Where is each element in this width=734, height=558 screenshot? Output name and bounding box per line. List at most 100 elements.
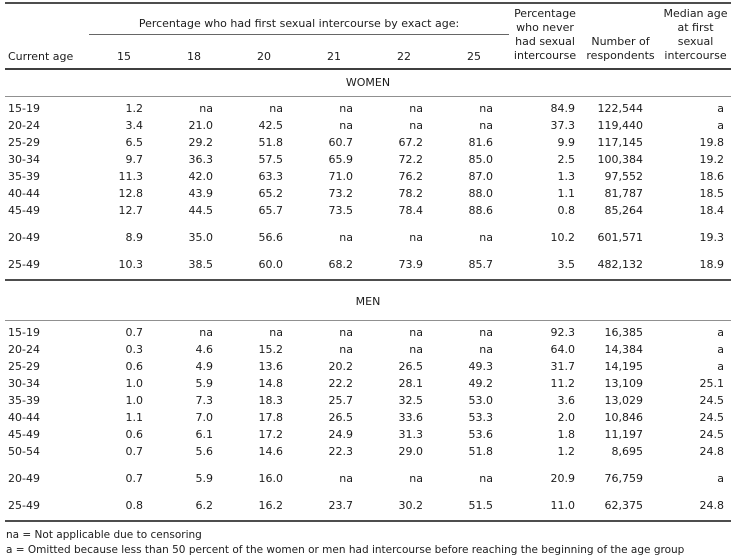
median-age-cell: 24.8 bbox=[660, 497, 732, 522]
respondents-cell: 85,264 bbox=[604, 203, 644, 217]
pct-never-cell: 64.0 bbox=[550, 342, 576, 356]
pct-by-age-21-cell: na bbox=[339, 101, 353, 115]
pct-by-age-25-cell: 49.3 bbox=[468, 359, 494, 373]
current-age-cell: 20-24 bbox=[8, 342, 40, 356]
pct-by-age-22-cell: 26.5 bbox=[398, 359, 424, 373]
respondents-cell: 62,375 bbox=[581, 497, 661, 522]
spacer-cell bbox=[5, 488, 731, 498]
pct-by-age-21-cell: 68.2 bbox=[299, 256, 369, 281]
pct-by-age-21-cell: 73.2 bbox=[328, 186, 354, 200]
row-men-50-54: 50-54 0.7 5.6 14.6 22.3 29.0 51.8 1.2 8,695 24.8 bbox=[5, 444, 731, 461]
pct-by-age-22-cell: 32.5 bbox=[398, 393, 424, 407]
row-women-25-29: 25-29 6.5 29.2 51.8 60.7 67.2 81.6 9.9 117,145 19… bbox=[5, 135, 731, 152]
spacer-row bbox=[5, 220, 731, 230]
col-header-age-15: 15 bbox=[89, 34, 159, 71]
pct-by-age-18-cell: 6.1 bbox=[195, 427, 214, 441]
pct-by-age-20-cell: 16.0 bbox=[258, 471, 284, 485]
current-age-cell: 40-44 bbox=[8, 410, 40, 424]
row-women-25-49: 25-49 10.3 38.5 60.0 68.2 73.9 85.7 3.5 482,132 1… bbox=[5, 256, 732, 281]
row-men-35-39: 35-39 1.0 7.3 18.3 25.7 32.5 53.0 3.6 13,029 24.5 bbox=[5, 393, 731, 410]
table-header: Percentage who had first sexual intercou… bbox=[5, 3, 732, 71]
header-row-spanner: Percentage who had first sexual intercou… bbox=[5, 3, 732, 70]
pct-by-age-25-cell: 88.0 bbox=[468, 186, 494, 200]
pct-by-age-20-cell: 14.8 bbox=[258, 376, 284, 390]
pct-by-age-25-cell: na bbox=[479, 325, 494, 339]
current-age-cell: 50-54 bbox=[8, 444, 40, 458]
pct-by-age-25-cell: 53.3 bbox=[468, 410, 494, 424]
pct-by-age-22-cell: 78.4 bbox=[398, 203, 424, 217]
pct-by-age-18-cell: na bbox=[199, 325, 213, 339]
pct-by-age-21-cell: 23.7 bbox=[299, 497, 369, 522]
pct-by-age-18-cell: 5.6 bbox=[195, 444, 214, 458]
pct-never-cell: 1.8 bbox=[557, 427, 576, 441]
pct-never-cell: 1.3 bbox=[557, 169, 576, 183]
median-age-cell: 19.3 bbox=[699, 230, 725, 244]
pct-by-age-15-cell: 0.7 bbox=[125, 471, 144, 485]
row-women-15-19: 15-19 1.2 na na na na na 84.9 122,544 a bbox=[5, 96, 731, 118]
pct-by-age-20-cell: 17.8 bbox=[258, 410, 284, 424]
median-age-cell: 24.5 bbox=[699, 410, 725, 424]
pct-by-age-20-cell: 56.6 bbox=[258, 230, 284, 244]
pct-by-age-22-cell: na bbox=[409, 471, 423, 485]
pct-by-age-21-cell: 25.7 bbox=[328, 393, 354, 407]
section-header-men: MEN bbox=[5, 280, 732, 321]
pct-by-age-15-cell: 1.1 bbox=[125, 410, 144, 424]
pct-by-age-25-cell: 51.8 bbox=[468, 444, 494, 458]
pct-never-cell: 10.2 bbox=[550, 230, 576, 244]
pct-by-age-25-cell: na bbox=[479, 342, 494, 356]
footnote-a: a = Omitted because less than 50 percent… bbox=[6, 544, 685, 556]
pct-by-age-25-cell: 85.0 bbox=[468, 152, 494, 166]
pct-by-age-21-cell: 60.7 bbox=[328, 135, 354, 149]
section-row-women: WOMEN bbox=[5, 69, 732, 97]
current-age-cell: 25-29 bbox=[8, 135, 40, 149]
respondents-cell: 122,544 bbox=[597, 101, 644, 115]
respondents-cell: 97,552 bbox=[604, 169, 644, 183]
respondents-cell: 16,385 bbox=[604, 325, 644, 339]
spacer-row bbox=[5, 461, 731, 471]
pct-by-age-25-cell: 87.0 bbox=[468, 169, 494, 183]
current-age-cell: 40-44 bbox=[8, 186, 40, 200]
pct-by-age-15-cell: 0.7 bbox=[125, 325, 144, 339]
spanner-header: Percentage who had first sexual intercou… bbox=[89, 3, 510, 36]
pct-never-cell: 20.9 bbox=[550, 471, 576, 485]
median-age-cell: 18.4 bbox=[699, 203, 725, 217]
pct-by-age-22-cell: na bbox=[409, 325, 423, 339]
pct-never-cell: 3.5 bbox=[509, 256, 582, 281]
pct-by-age-18-cell: 4.6 bbox=[195, 342, 214, 356]
pct-by-age-22-cell: 72.2 bbox=[398, 152, 424, 166]
row-women-35-39: 35-39 11.3 42.0 63.3 71.0 76.2 87.0 1.3 97,552 18… bbox=[5, 169, 731, 186]
pct-by-age-20-cell: 13.6 bbox=[258, 359, 284, 373]
pct-by-age-20-cell: 18.3 bbox=[258, 393, 284, 407]
respondents-cell: 11,197 bbox=[604, 427, 644, 441]
pct-by-age-15-cell: 9.7 bbox=[125, 152, 144, 166]
pct-by-age-22-cell: 73.9 bbox=[369, 256, 439, 281]
pct-by-age-18-cell: 42.0 bbox=[188, 169, 214, 183]
col-header-current-age: Current age bbox=[5, 34, 89, 71]
pct-by-age-20-cell: 60.0 bbox=[229, 256, 299, 281]
pct-never-cell: 2.0 bbox=[557, 410, 576, 424]
current-age-cell: 20-49 bbox=[8, 471, 40, 485]
pct-by-age-22-cell: 29.0 bbox=[398, 444, 424, 458]
row-men-30-34: 30-34 1.0 5.9 14.8 22.2 28.1 49.2 11.2 13,109 25.… bbox=[5, 376, 731, 393]
pct-by-age-21-cell: na bbox=[339, 118, 353, 132]
pct-by-age-18-cell: 44.5 bbox=[188, 203, 214, 217]
median-age-cell: 19.2 bbox=[699, 152, 725, 166]
pct-by-age-15-cell: 6.5 bbox=[125, 135, 144, 149]
pct-by-age-20-cell: 65.7 bbox=[258, 203, 284, 217]
pct-by-age-21-cell: 73.5 bbox=[328, 203, 354, 217]
median-age-cell: 18.6 bbox=[699, 169, 725, 183]
col-header-age-20: 20 bbox=[229, 34, 299, 71]
respondents-cell: 117,145 bbox=[597, 135, 644, 149]
row-men-25-49: 25-49 0.8 6.2 16.2 23.7 30.2 51.5 11.0 62,375 24.… bbox=[5, 497, 732, 522]
pct-by-age-21-cell: 20.2 bbox=[328, 359, 354, 373]
row-women-30-34: 30-34 9.7 36.3 57.5 65.9 72.2 85.0 2.5 100,384 19… bbox=[5, 152, 731, 169]
pct-by-age-18-cell: 7.3 bbox=[195, 393, 214, 407]
corner-cell bbox=[5, 3, 89, 35]
pct-by-age-22-cell: 76.2 bbox=[398, 169, 424, 183]
median-age-cell: 18.5 bbox=[699, 186, 725, 200]
pct-by-age-21-cell: 71.0 bbox=[328, 169, 354, 183]
respondents-cell: 14,384 bbox=[604, 342, 644, 356]
respondents-cell: 76,759 bbox=[604, 471, 644, 485]
current-age-cell: 30-34 bbox=[8, 152, 40, 166]
pct-by-age-22-cell: 30.2 bbox=[369, 497, 439, 522]
